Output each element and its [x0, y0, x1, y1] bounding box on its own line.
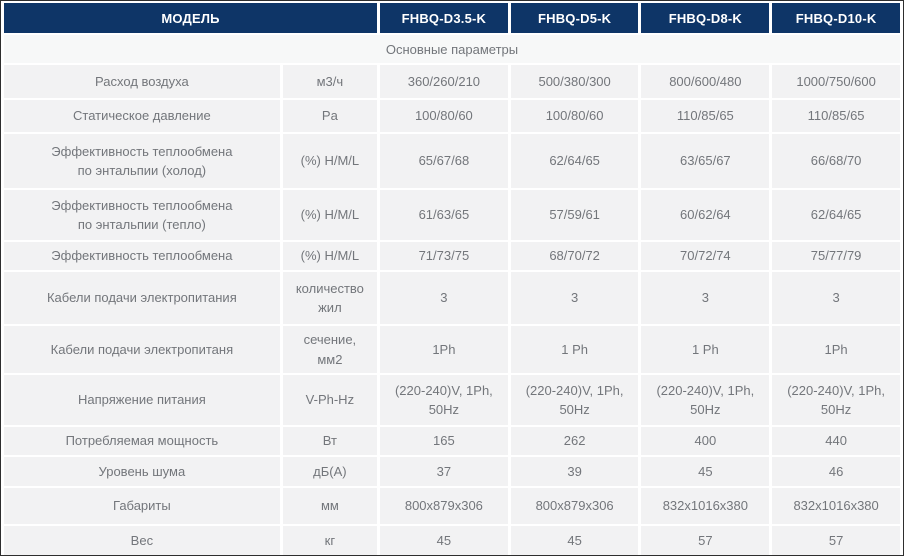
row-value: 1Ph — [380, 326, 508, 373]
table-row: Напряжение питания V-Ph-Hz (220-240)V, 1Ph… — [4, 375, 900, 425]
row-value: 46 — [772, 457, 900, 486]
row-unit: м3/ч — [282, 65, 378, 98]
row-value: 45 — [641, 457, 770, 486]
header-model-label: МОДЕЛЬ — [4, 3, 378, 33]
header-model-column-1: FHBQ-D3.5-K — [380, 3, 508, 33]
row-unit: Вт — [282, 427, 378, 455]
row-value: 70/72/74 — [641, 242, 770, 270]
row-unit: кг — [282, 526, 378, 555]
row-value: (220-240)V, 1Ph, 50Hz — [772, 375, 900, 425]
table-row: Эффективность теплообмена (%) H/M/L 71/73/… — [4, 242, 900, 270]
row-unit: дБ(А) — [282, 457, 378, 486]
row-unit: (%) H/M/L — [282, 134, 378, 188]
table-row: Расход воздуха м3/ч 360/260/210 500/380/300… — [4, 65, 900, 98]
header-model-column-2: FHBQ-D5-K — [510, 3, 639, 33]
row-value: 110/85/65 — [641, 100, 770, 132]
row-value: 110/85/65 — [772, 100, 900, 132]
row-label: Кабели подачи электропитаня — [4, 326, 280, 373]
row-value: 360/260/210 — [380, 65, 508, 98]
row-label: Потребляемая мощность — [4, 427, 280, 455]
row-value: 832x1016x380 — [641, 488, 770, 524]
row-value: 60/62/64 — [641, 190, 770, 240]
row-value: 1Ph — [772, 326, 900, 373]
row-value: 3 — [641, 272, 770, 324]
row-value: 65/67/68 — [380, 134, 508, 188]
row-value: 1 Ph — [641, 326, 770, 373]
row-unit: Pa — [282, 100, 378, 132]
row-value: 3 — [772, 272, 900, 324]
row-value: 66/68/70 — [772, 134, 900, 188]
row-value: 75/77/79 — [772, 242, 900, 270]
row-value: (220-240)V, 1Ph, 50Hz — [380, 375, 508, 425]
table-body: Основные параметры Расход воздуха м3/ч 360/… — [4, 35, 900, 555]
row-value: 71/73/75 — [380, 242, 508, 270]
row-label: Напряжение питания — [4, 375, 280, 425]
row-value: 62/64/65 — [510, 134, 639, 188]
row-unit: мм — [282, 488, 378, 524]
row-value: 68/70/72 — [510, 242, 639, 270]
table-row: Эффективность теплообмена по энтальпии (… — [4, 134, 900, 188]
row-unit: сечение, мм2 — [282, 326, 378, 373]
row-value: 3 — [510, 272, 639, 324]
header-model-column-4: FHBQ-D10-K — [772, 3, 900, 33]
row-value: 3 — [380, 272, 508, 324]
row-label: Расход воздуха — [4, 65, 280, 98]
row-value: 61/63/65 — [380, 190, 508, 240]
row-unit: (%) H/M/L — [282, 190, 378, 240]
row-unit: (%) H/M/L — [282, 242, 378, 270]
table-header: МОДЕЛЬ FHBQ-D3.5-K FHBQ-D5-K FHBQ-D8-K FHBQ-… — [4, 3, 900, 33]
header-model-column-3: FHBQ-D8-K — [641, 3, 770, 33]
row-label: Кабели подачи электропитания — [4, 272, 280, 324]
row-label: Габариты — [4, 488, 280, 524]
row-value: 45 — [510, 526, 639, 555]
table-row: Кабели подачи электропитания количество ж… — [4, 272, 900, 324]
row-label: Уровень шума — [4, 457, 280, 486]
section-row: Основные параметры — [4, 35, 900, 63]
row-value: 57/59/61 — [510, 190, 639, 240]
row-value: 800/600/480 — [641, 65, 770, 98]
table-row: Кабели подачи электропитаня сечение, мм2 1… — [4, 326, 900, 373]
row-label: Эффективность теплообмена по энтальпии (… — [4, 190, 280, 240]
row-value: (220-240)V, 1Ph, 50Hz — [641, 375, 770, 425]
table-row: Уровень шума дБ(А) 37 39 45 46 — [4, 457, 900, 486]
row-value: 1 Ph — [510, 326, 639, 373]
table-row: Статическое давление Pa 100/80/60 100/80/60… — [4, 100, 900, 132]
row-value: 500/380/300 — [510, 65, 639, 98]
row-value: 45 — [380, 526, 508, 555]
row-label: Эффективность теплообмена по энтальпии (… — [4, 134, 280, 188]
row-label: Эффективность теплообмена — [4, 242, 280, 270]
row-value: 262 — [510, 427, 639, 455]
table-row: Габариты мм 800x879x306 800x879x306 832x1016… — [4, 488, 900, 524]
row-value: 62/64/65 — [772, 190, 900, 240]
row-value: 440 — [772, 427, 900, 455]
header-row: МОДЕЛЬ FHBQ-D3.5-K FHBQ-D5-K FHBQ-D8-K FHBQ-… — [4, 3, 900, 33]
row-value: 39 — [510, 457, 639, 486]
table-row: Потребляемая мощность Вт 165 262 400 440 — [4, 427, 900, 455]
row-label: Вес — [4, 526, 280, 555]
row-value: 63/65/67 — [641, 134, 770, 188]
row-value: 1000/750/600 — [772, 65, 900, 98]
row-value: (220-240)V, 1Ph, 50Hz — [510, 375, 639, 425]
row-value: 800x879x306 — [510, 488, 639, 524]
row-value: 100/80/60 — [380, 100, 508, 132]
row-unit: V-Ph-Hz — [282, 375, 378, 425]
row-value: 400 — [641, 427, 770, 455]
row-value: 37 — [380, 457, 508, 486]
row-value: 800x879x306 — [380, 488, 508, 524]
row-value: 57 — [641, 526, 770, 555]
section-title: Основные параметры — [4, 35, 900, 63]
row-value: 832x1016x380 — [772, 488, 900, 524]
row-label: Статическое давление — [4, 100, 280, 132]
row-value: 57 — [772, 526, 900, 555]
row-value: 165 — [380, 427, 508, 455]
table-row: Вес кг 45 45 57 57 — [4, 526, 900, 555]
table-row: Эффективность теплообмена по энтальпии (… — [4, 190, 900, 240]
row-unit: количество жил — [282, 272, 378, 324]
row-value: 100/80/60 — [510, 100, 639, 132]
